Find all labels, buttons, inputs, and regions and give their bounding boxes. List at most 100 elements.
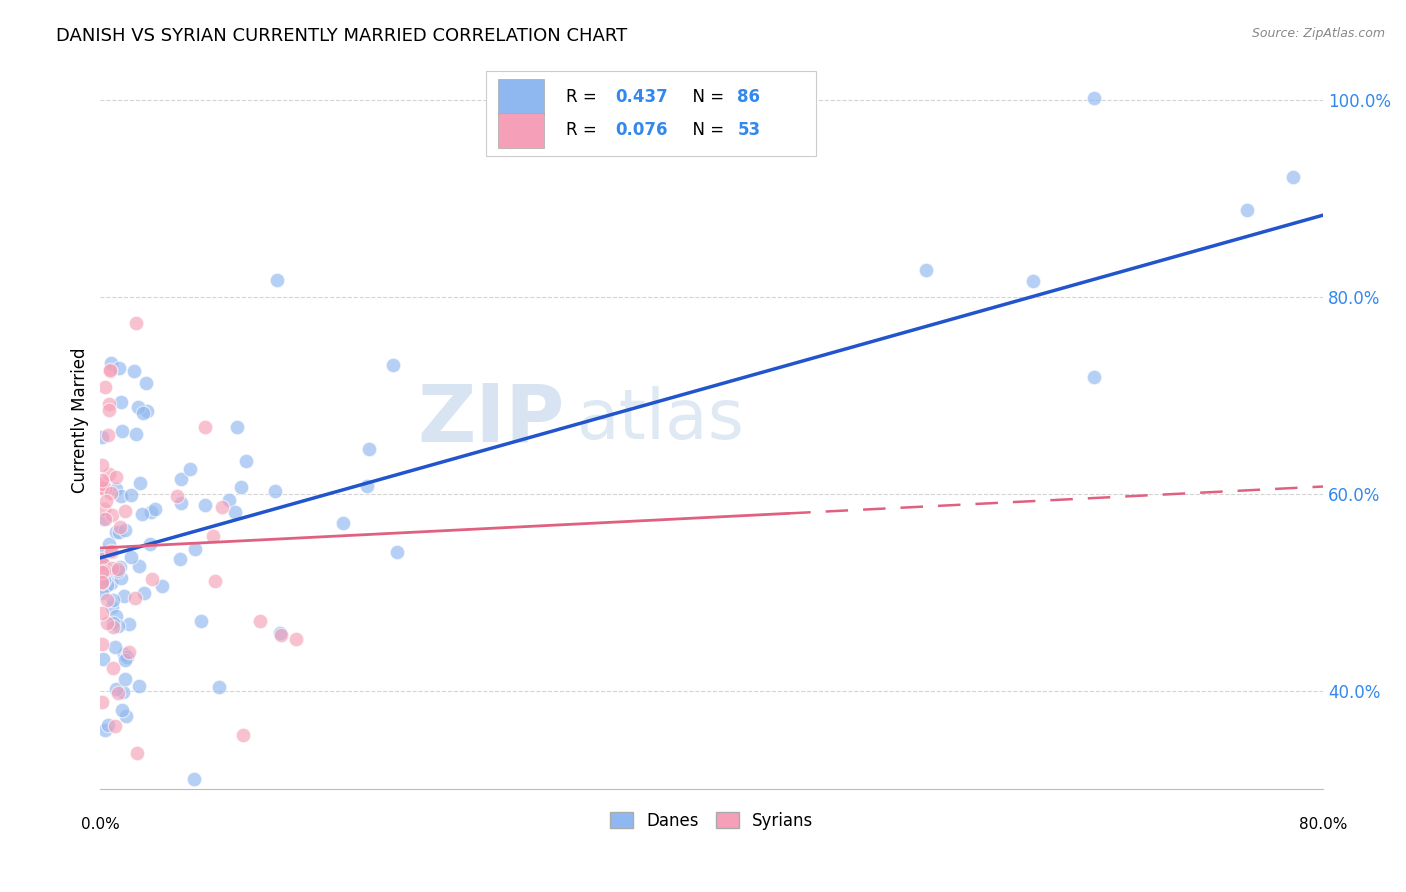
Point	[128, 679, 150, 693]
Point	[263, 483, 285, 498]
Point	[120, 550, 142, 565]
Point	[110, 489, 132, 503]
Point	[93, 573, 115, 587]
Point	[131, 507, 153, 521]
Point	[381, 358, 404, 372]
Point	[235, 454, 257, 468]
Point	[224, 505, 246, 519]
Point	[122, 364, 145, 378]
Point	[105, 482, 128, 496]
Point	[91, 473, 114, 487]
Point	[114, 504, 136, 518]
Point	[100, 561, 122, 575]
Point	[98, 397, 121, 411]
Point	[232, 728, 254, 742]
Point	[218, 492, 240, 507]
Point	[90, 637, 112, 651]
Point	[91, 558, 114, 572]
Point	[94, 723, 117, 738]
Point	[125, 316, 148, 330]
Point	[270, 628, 292, 642]
Point	[118, 645, 141, 659]
Point	[914, 262, 936, 277]
Point	[94, 482, 117, 496]
Text: DANISH VS SYRIAN CURRENTLY MARRIED CORRELATION CHART: DANISH VS SYRIAN CURRENTLY MARRIED CORRE…	[56, 27, 627, 45]
Point	[1236, 202, 1258, 217]
Point	[114, 653, 136, 667]
Point	[194, 420, 217, 434]
Text: Source: ZipAtlas.com: Source: ZipAtlas.com	[1251, 27, 1385, 40]
Point	[98, 537, 121, 551]
Point	[125, 746, 148, 760]
Point	[124, 591, 146, 605]
Point	[107, 561, 129, 575]
Point	[90, 549, 112, 563]
Point	[138, 537, 160, 551]
Point	[104, 640, 127, 654]
Point	[90, 551, 112, 566]
Point	[103, 661, 125, 675]
Point	[115, 649, 138, 664]
Point	[115, 708, 138, 723]
Point	[1083, 369, 1105, 384]
Point	[285, 632, 308, 647]
Text: R =: R =	[567, 121, 602, 139]
Text: 86: 86	[737, 88, 761, 106]
Point	[97, 564, 120, 578]
Point	[90, 430, 112, 444]
Point	[100, 356, 122, 370]
Point	[108, 524, 131, 539]
Point	[136, 404, 159, 418]
Point	[266, 273, 288, 287]
Point	[91, 458, 114, 473]
Point	[141, 505, 163, 519]
Point	[204, 574, 226, 588]
Point	[125, 427, 148, 442]
Point	[141, 573, 163, 587]
Point	[90, 565, 112, 579]
Point	[143, 502, 166, 516]
Point	[91, 652, 114, 666]
Point	[1281, 169, 1303, 184]
Point	[107, 619, 129, 633]
Point	[332, 516, 354, 530]
Legend: Danes, Syrians: Danes, Syrians	[603, 805, 820, 837]
Point	[132, 406, 155, 420]
Point	[170, 472, 193, 486]
Point	[132, 585, 155, 599]
Point	[166, 489, 188, 503]
Point	[110, 395, 132, 409]
Point	[97, 718, 120, 732]
Point	[269, 625, 291, 640]
Point	[229, 480, 252, 494]
Point	[104, 719, 127, 733]
Point	[96, 578, 118, 592]
Point	[98, 363, 121, 377]
Point	[91, 575, 114, 590]
FancyBboxPatch shape	[498, 112, 544, 148]
Point	[110, 424, 132, 438]
Point	[108, 560, 131, 574]
Point	[118, 617, 141, 632]
Text: 0.437: 0.437	[616, 88, 668, 106]
Point	[101, 615, 124, 630]
Point	[226, 419, 249, 434]
Point	[387, 545, 409, 559]
Point	[1022, 274, 1045, 288]
Text: 0.0%: 0.0%	[82, 817, 120, 832]
Y-axis label: Currently Married: Currently Married	[72, 347, 89, 492]
Point	[105, 682, 128, 697]
Point	[101, 593, 124, 607]
Point	[96, 593, 118, 607]
Point	[101, 619, 124, 633]
Point	[100, 508, 122, 522]
Point	[101, 545, 124, 559]
Point	[107, 564, 129, 578]
Point	[127, 401, 149, 415]
Text: 53: 53	[737, 121, 761, 139]
Point	[184, 541, 207, 556]
Point	[1083, 91, 1105, 105]
Point	[107, 360, 129, 375]
Point	[104, 608, 127, 623]
FancyBboxPatch shape	[498, 79, 544, 115]
